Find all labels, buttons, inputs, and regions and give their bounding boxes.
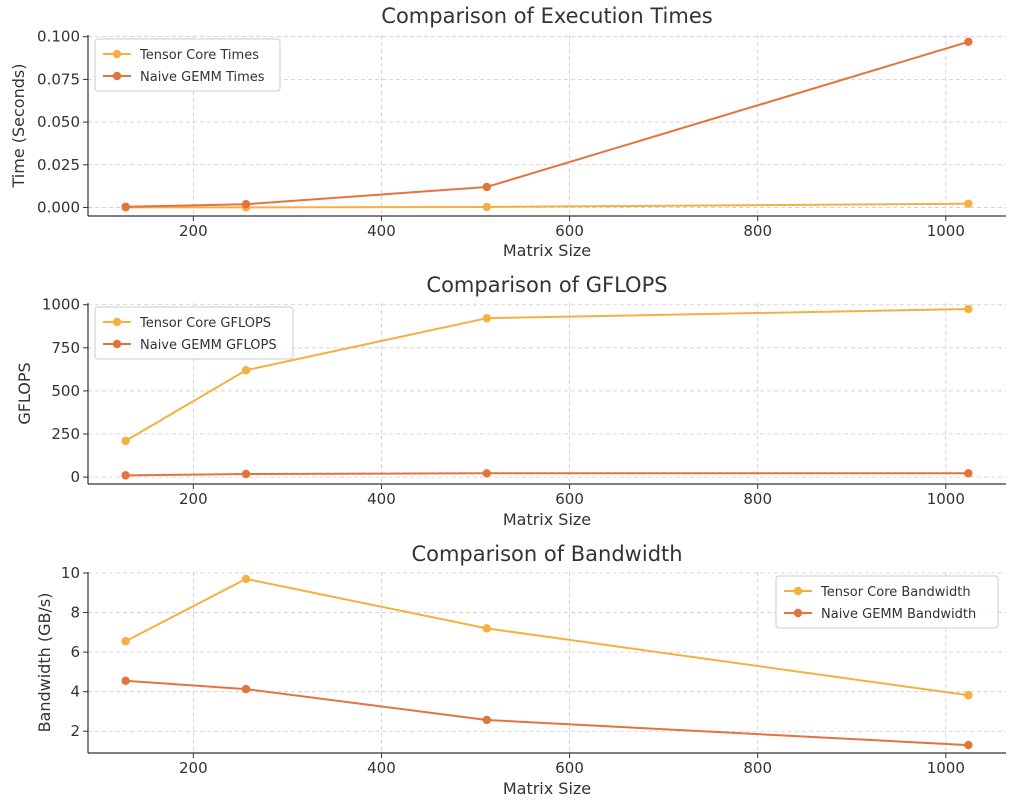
data-point	[483, 716, 491, 724]
x-tick-label: 1000	[927, 490, 965, 508]
y-tick-label: 4	[70, 683, 80, 701]
y-tick-label: 1000	[42, 296, 80, 314]
data-point	[964, 469, 972, 477]
data-point	[242, 685, 250, 693]
y-tick-label: 10	[61, 564, 80, 582]
data-point	[483, 469, 491, 477]
legend-label: Tensor Core Times	[139, 48, 259, 63]
legend-label: Naive GEMM Times	[140, 70, 265, 85]
chart-panel-1: 200 400 600 800 1000 0.000 0.025 0.050 0.075 0.10…	[9, 4, 1006, 260]
data-point	[121, 203, 129, 211]
data-point	[121, 471, 129, 479]
legend-swatch-marker	[794, 587, 802, 595]
x-tick-label: 200	[179, 490, 208, 508]
y-tick-label: 0	[70, 468, 80, 486]
series-line-2	[126, 473, 969, 475]
data-point	[242, 200, 250, 208]
y-tick-label: 0.075	[37, 70, 80, 88]
y-tick-label: 0.100	[37, 28, 80, 46]
data-point	[483, 203, 491, 211]
legend: Tensor Core Bandwidth Naive GEMM Bandwidt…	[776, 576, 998, 628]
data-point	[964, 38, 972, 46]
chart-title: Comparison of Bandwidth	[411, 542, 682, 566]
legend-swatch-marker	[113, 340, 121, 348]
data-point	[242, 366, 250, 374]
y-axis-label: GFLOPS	[15, 362, 34, 424]
legend-label: Tensor Core Bandwidth	[820, 585, 971, 600]
series-line-2	[126, 681, 969, 745]
chart-panel-2: 200 400 600 800 1000 0 250 500 750 1000 Comparison…	[15, 273, 1006, 529]
chart-title: Comparison of Execution Times	[381, 4, 712, 28]
x-tick-label: 800	[743, 759, 772, 777]
legend: Tensor Core Times Naive GEMM Times	[95, 39, 280, 91]
x-tick-label: 800	[743, 222, 772, 240]
x-axis-label: Matrix Size	[503, 779, 591, 798]
data-point	[121, 677, 129, 685]
data-point	[242, 470, 250, 478]
x-tick-label: 800	[743, 490, 772, 508]
legend-label: Naive GEMM GFLOPS	[140, 338, 277, 353]
x-tick-label: 400	[367, 222, 396, 240]
data-point	[964, 691, 972, 699]
y-axis-label: Time (Seconds)	[9, 64, 28, 189]
y-tick-label: 500	[51, 382, 80, 400]
data-point	[121, 437, 129, 445]
data-point	[483, 314, 491, 322]
x-tick-label: 600	[555, 222, 584, 240]
y-tick-label: 750	[51, 339, 80, 357]
legend-label: Tensor Core GFLOPS	[139, 316, 271, 331]
legend-swatch-marker	[113, 50, 121, 58]
y-tick-label: 250	[51, 425, 80, 443]
x-tick-label: 200	[179, 222, 208, 240]
legend-swatch-marker	[113, 318, 121, 326]
y-tick-label: 2	[70, 722, 80, 740]
data-point	[121, 637, 129, 645]
y-axis-label: Bandwidth (GB/s)	[35, 593, 54, 733]
legend: Tensor Core GFLOPS Naive GEMM GFLOPS	[95, 307, 293, 359]
data-point	[242, 575, 250, 583]
data-point	[483, 624, 491, 632]
x-tick-label: 200	[179, 759, 208, 777]
x-tick-label: 400	[367, 759, 396, 777]
data-point	[964, 741, 972, 749]
chart-title: Comparison of GFLOPS	[426, 273, 667, 297]
data-point	[964, 200, 972, 208]
x-tick-label: 400	[367, 490, 396, 508]
y-tick-label: 0.000	[37, 198, 80, 216]
y-tick-label: 0.025	[37, 156, 80, 174]
y-tick-label: 8	[70, 604, 80, 622]
legend-label: Naive GEMM Bandwidth	[821, 607, 976, 622]
data-point	[964, 305, 972, 313]
x-tick-label: 1000	[927, 222, 965, 240]
x-tick-label: 600	[555, 490, 584, 508]
legend-swatch-marker	[794, 609, 802, 617]
x-axis-label: Matrix Size	[503, 510, 591, 529]
x-tick-label: 600	[555, 759, 584, 777]
y-tick-label: 6	[70, 643, 80, 661]
legend-swatch-marker	[113, 72, 121, 80]
data-point	[483, 183, 491, 191]
chart-panel-3: 200 400 600 800 1000 2 4 6 8 10 Comparison of Band…	[35, 542, 1006, 798]
x-axis-label: Matrix Size	[503, 241, 591, 260]
x-tick-label: 1000	[927, 759, 965, 777]
y-tick-label: 0.050	[37, 113, 80, 131]
